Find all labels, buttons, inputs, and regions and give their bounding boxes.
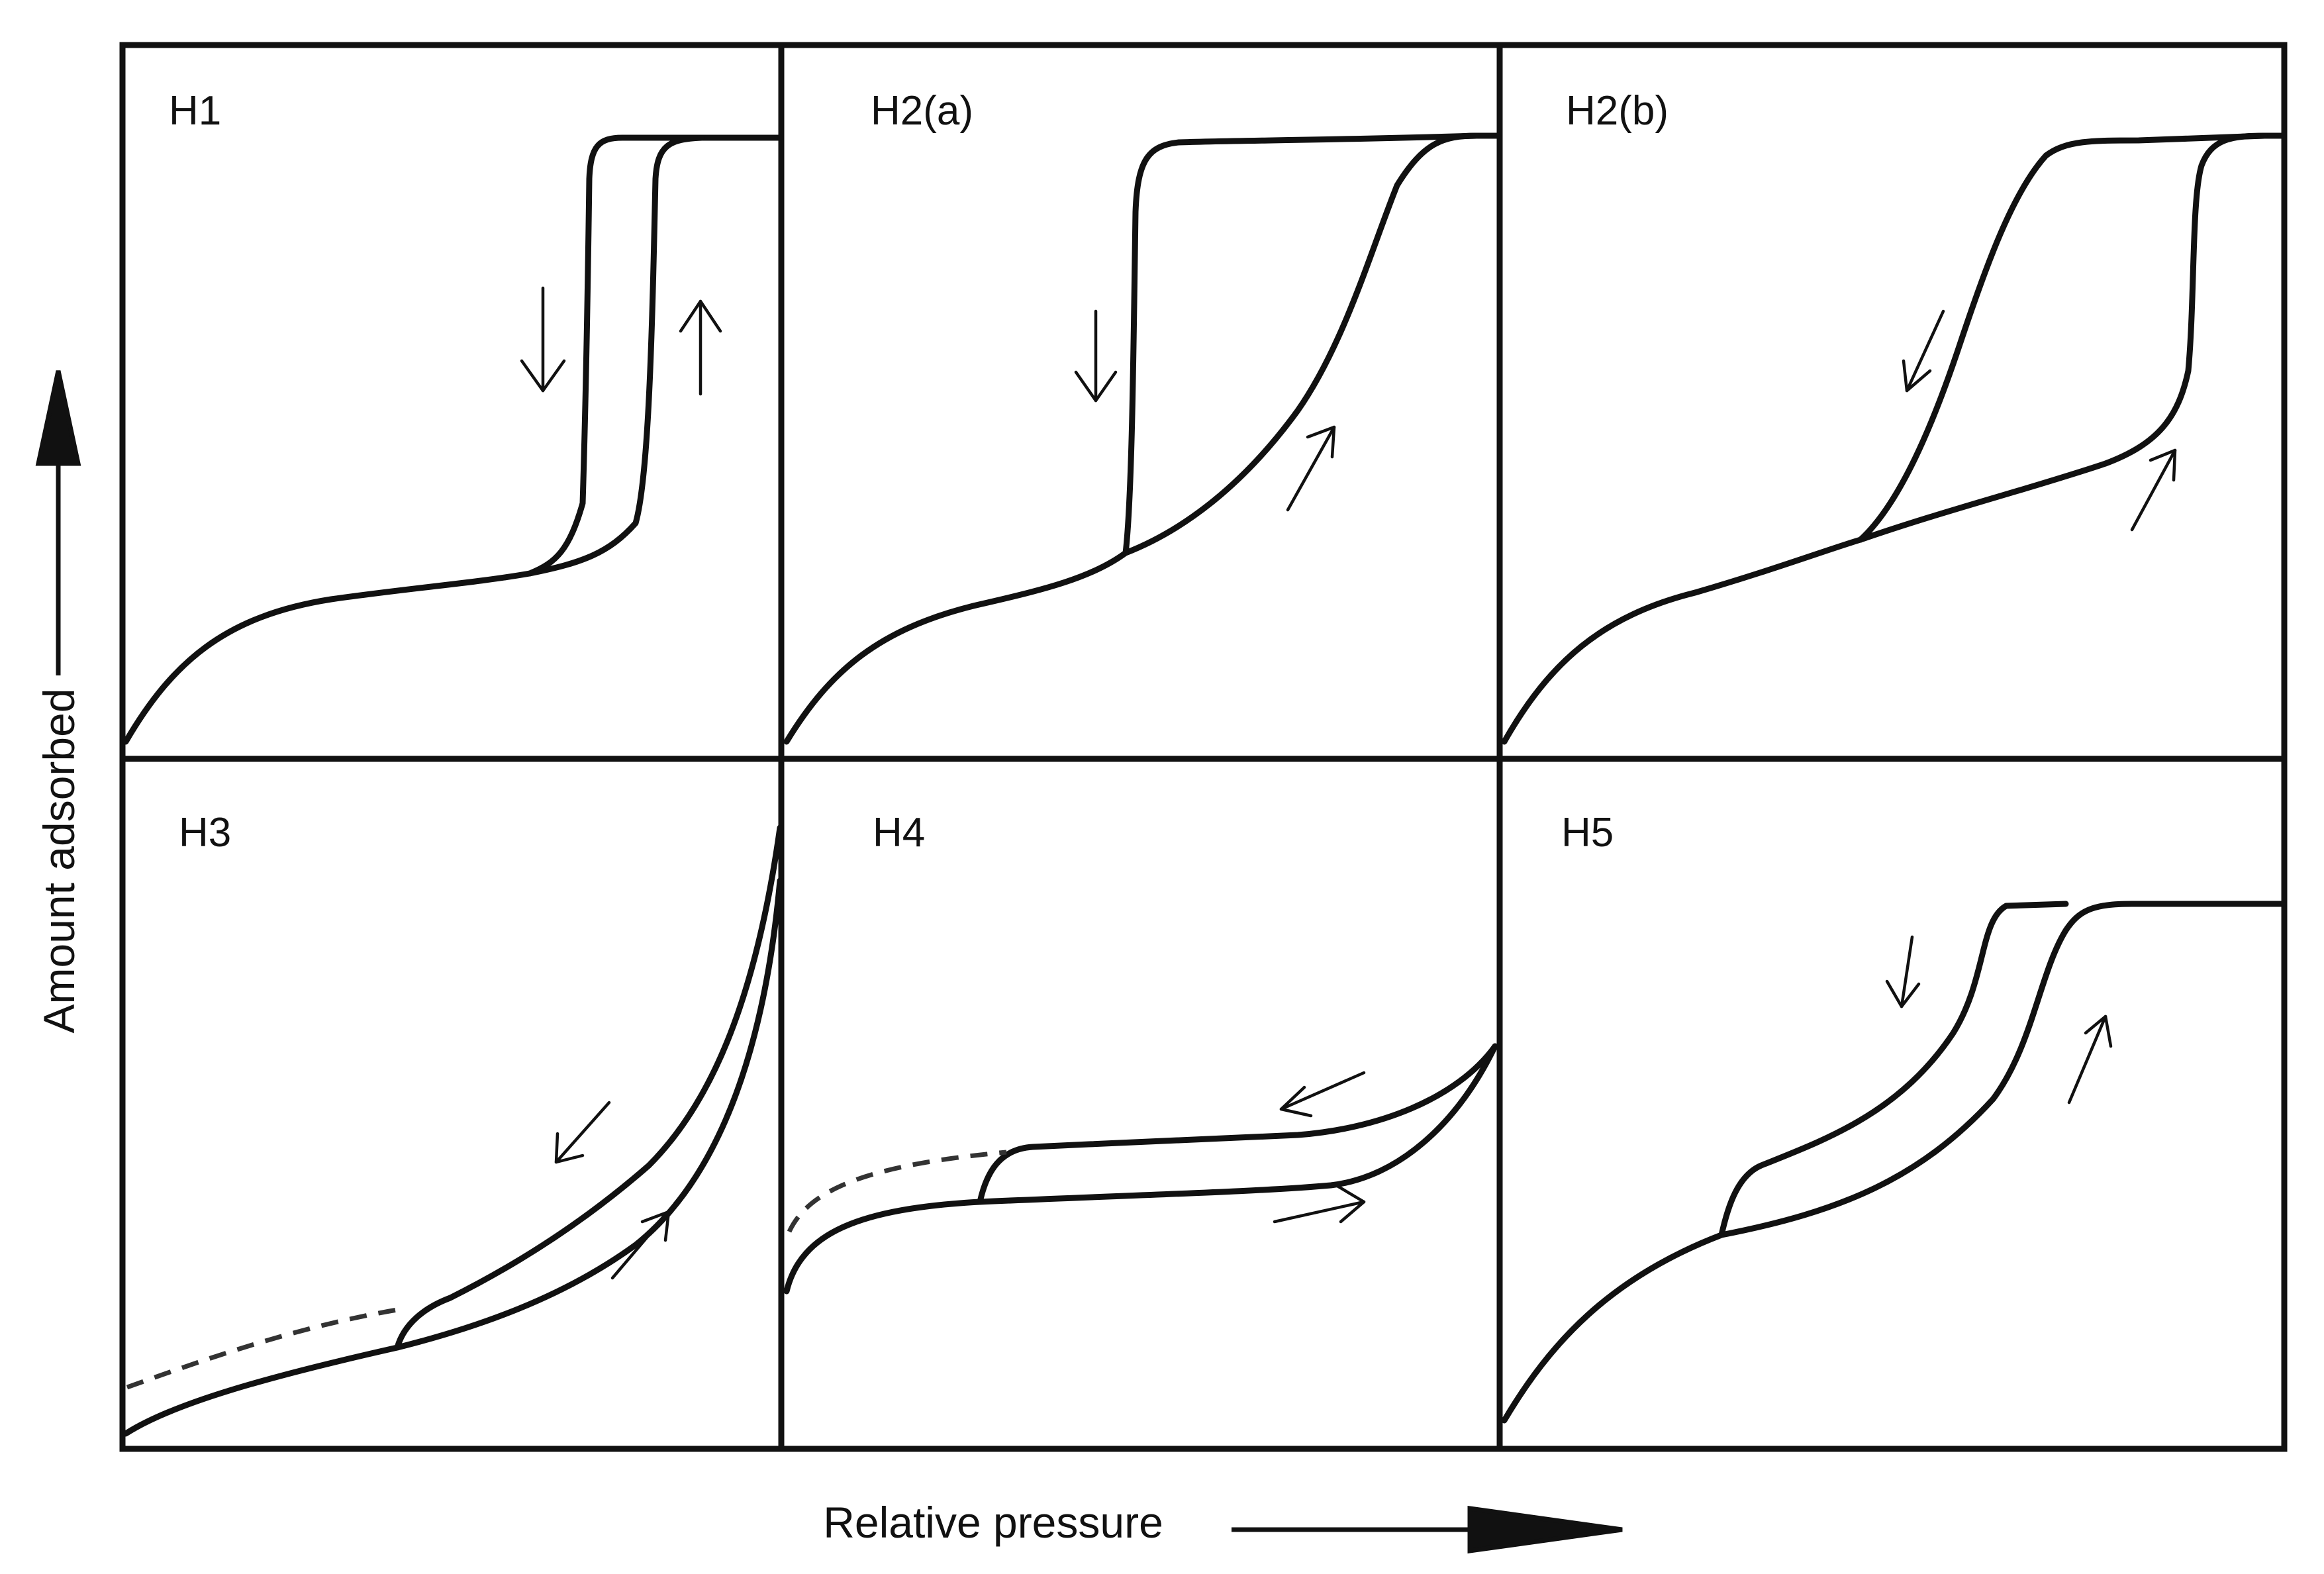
h3-adsorption-branch (122, 877, 783, 1437)
h4-desorption-branch (977, 1043, 1498, 1205)
h3-desorption-branch (394, 824, 783, 1351)
x-axis-label: Relative pressure (823, 1498, 1163, 1547)
h5-adsorption-arrow (2067, 1014, 2113, 1105)
h3-adsorption-arrow (610, 1210, 671, 1280)
h3-dashed-extrapolation (126, 1307, 398, 1390)
h2b-desorption-arrow (1902, 309, 1945, 393)
panel-h2b: H2(b) (1501, 88, 2286, 745)
h5-desorption-arrow (1885, 935, 1921, 1008)
h1-adsorption-branch (122, 134, 783, 745)
h1-desorption-arrow (520, 286, 566, 393)
h4-desorption-arrow (1279, 1071, 1366, 1118)
panel-h1: H1 (122, 88, 783, 745)
h2b-adsorption-arrow (2130, 448, 2177, 532)
h2b-desorption-branch (1857, 132, 2268, 543)
panel-label-h4: H4 (873, 810, 925, 856)
panel-label-h3: H3 (179, 810, 231, 856)
h5-desorption-branch (1718, 901, 2069, 1238)
h1-adsorption-arrow (679, 299, 722, 396)
h4-adsorption-arrow (1273, 1183, 1366, 1224)
y-axis-label: Amount adsorbed (34, 688, 83, 1033)
outer-frame (119, 42, 2288, 1452)
h2a-desorption-branch (1122, 132, 1480, 556)
panel-h4: H4 (783, 810, 1498, 1295)
h2a-adsorption-arrow (1286, 425, 1336, 512)
x-axis-arrow-icon (1232, 1505, 1623, 1554)
panel-label-h1: H1 (169, 88, 221, 134)
panel-label-h5: H5 (1561, 810, 1614, 856)
h3-desorption-arrow (554, 1101, 611, 1164)
h2b-adsorption-branch (1501, 132, 2286, 745)
h5-adsorption-branch (1501, 901, 2286, 1424)
h2a-adsorption-branch (783, 132, 1501, 745)
panel-h5: H5 (1501, 810, 2286, 1424)
panel-h3: H3 (122, 810, 783, 1437)
panel-label-h2a: H2(a) (871, 88, 973, 134)
x-axis: Relative pressure (823, 1498, 1623, 1554)
panel-h2a: H2(a) (783, 88, 1501, 745)
y-axis: Amount adsorbed (34, 370, 83, 1034)
h4-adsorption-branch (783, 1043, 1498, 1295)
panel-grid (119, 42, 2288, 1452)
h1-desorption-branch (526, 134, 705, 577)
y-axis-arrow-icon (35, 370, 81, 675)
h2a-desorption-arrow (1074, 309, 1118, 403)
panel-label-h2b: H2(b) (1566, 88, 1669, 134)
h4-dashed-extrapolation (787, 1150, 1007, 1233)
